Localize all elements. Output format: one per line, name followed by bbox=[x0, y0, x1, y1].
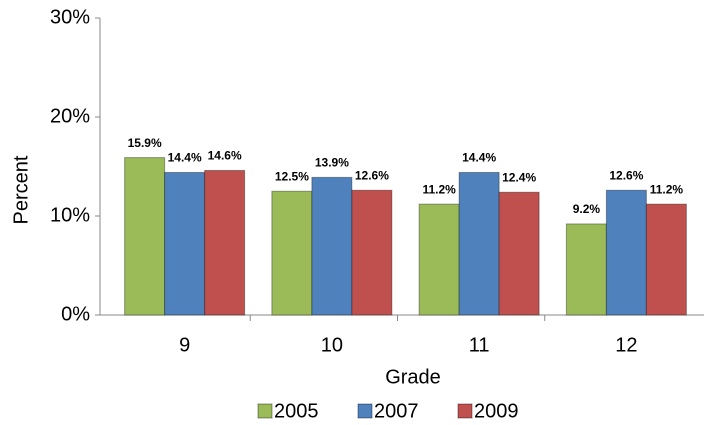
bar bbox=[271, 190, 313, 316]
bar bbox=[605, 189, 647, 316]
legend-swatch bbox=[357, 403, 373, 419]
x-tick-label: 9 bbox=[179, 334, 190, 356]
y-tick-label: 30% bbox=[50, 6, 90, 28]
bar bbox=[458, 171, 500, 316]
bar bbox=[351, 189, 393, 316]
value-label: 12.6% bbox=[355, 168, 389, 182]
x-tick-label: 10 bbox=[321, 334, 343, 356]
value-label: 12.5% bbox=[275, 169, 309, 183]
bar bbox=[418, 203, 460, 316]
legend-swatch bbox=[257, 403, 273, 419]
value-label: 12.4% bbox=[502, 170, 536, 184]
value-label: 15.9% bbox=[128, 136, 162, 150]
y-tick-label: 0% bbox=[61, 303, 90, 325]
value-label: 14.6% bbox=[208, 149, 242, 163]
x-tick-label: 12 bbox=[615, 334, 637, 356]
bar bbox=[164, 171, 206, 316]
x-tick-label: 11 bbox=[469, 334, 490, 356]
legend-label: 2007 bbox=[374, 400, 419, 422]
bar bbox=[498, 191, 540, 316]
bar bbox=[311, 176, 353, 316]
value-label: 9.2% bbox=[573, 202, 601, 216]
x-axis-title: Grade bbox=[385, 366, 441, 388]
y-axis-title: Percent bbox=[10, 155, 32, 224]
value-label: 11.2% bbox=[422, 182, 456, 196]
bar bbox=[645, 203, 687, 316]
bar bbox=[565, 223, 607, 316]
y-tick-label: 20% bbox=[50, 105, 90, 127]
legend-swatch bbox=[457, 403, 473, 419]
value-label: 11.2% bbox=[650, 182, 684, 196]
value-label: 13.9% bbox=[315, 156, 349, 170]
legend-label: 2009 bbox=[474, 400, 519, 422]
value-label: 12.6% bbox=[609, 168, 643, 182]
value-label: 14.4% bbox=[168, 151, 202, 165]
bar bbox=[124, 157, 166, 316]
bar bbox=[204, 169, 246, 316]
y-tick-label: 10% bbox=[50, 204, 90, 226]
value-label: 14.4% bbox=[462, 151, 496, 165]
legend-label: 2005 bbox=[274, 400, 319, 422]
